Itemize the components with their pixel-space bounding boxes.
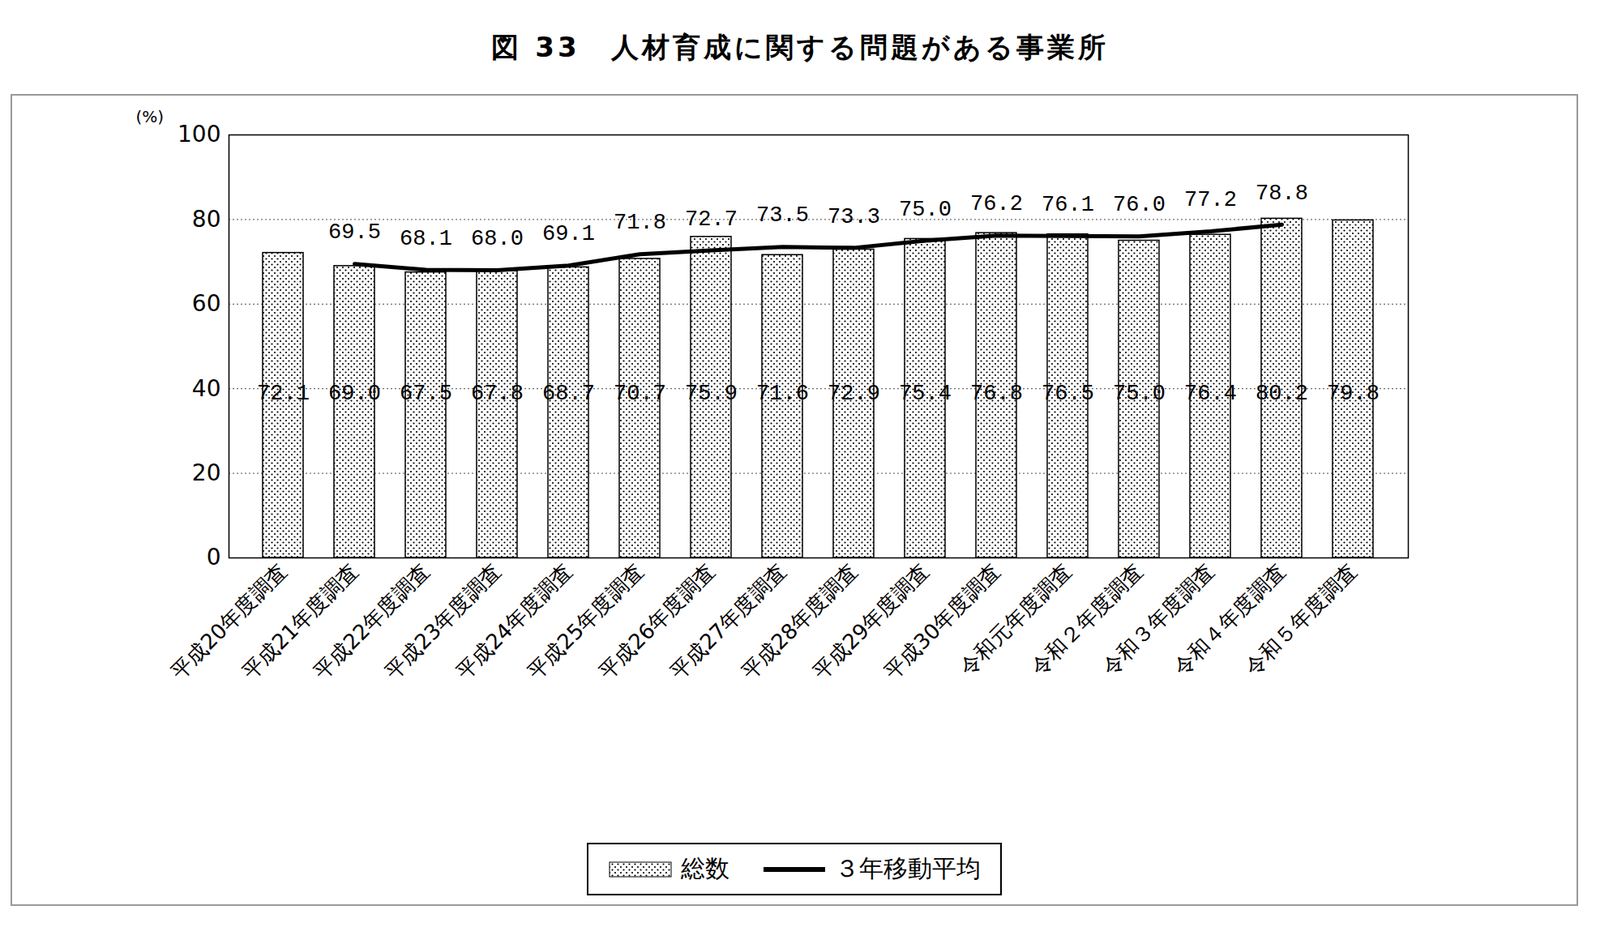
svg-text:68.0: 68.0 (470, 226, 524, 252)
svg-text:67.8: 67.8 (470, 381, 524, 407)
svg-text:平成27年度調査: 平成27年度調査 (665, 558, 791, 685)
svg-text:平成21年度調査: 平成21年度調査 (237, 558, 363, 685)
svg-text:73.3: 73.3 (827, 205, 881, 230)
svg-text:79.8: 79.8 (1326, 381, 1380, 407)
svg-text:76.2: 76.2 (970, 192, 1023, 217)
svg-text:68.1: 68.1 (399, 226, 453, 252)
svg-text:76.1: 76.1 (1041, 192, 1095, 218)
svg-text:75.0: 75.0 (898, 197, 952, 223)
svg-text:平成30年度調査: 平成30年度調査 (879, 558, 1005, 685)
svg-text:75.9: 75.9 (684, 381, 738, 407)
svg-text:68.7: 68.7 (542, 381, 595, 407)
svg-text:平成26年度調査: 平成26年度調査 (593, 558, 720, 685)
svg-text:76.0: 76.0 (1112, 192, 1166, 218)
svg-text:(%): (%) (136, 106, 165, 127)
svg-text:令和５年度調査: 令和５年度調査 (1240, 558, 1362, 681)
svg-text:77.2: 77.2 (1184, 188, 1237, 213)
svg-text:令和３年度調査: 令和３年度調査 (1097, 558, 1219, 681)
svg-text:71.8: 71.8 (613, 210, 667, 236)
svg-text:令和元年度調査: 令和元年度調査 (954, 558, 1077, 681)
svg-text:平成25年度調査: 平成25年度調査 (522, 558, 649, 685)
svg-text:69.1: 69.1 (542, 222, 595, 247)
svg-text:令和４年度調査: 令和４年度調査 (1168, 558, 1291, 681)
svg-text:72.7: 72.7 (684, 207, 738, 232)
svg-text:80: 80 (192, 205, 222, 233)
svg-text:70.7: 70.7 (613, 381, 667, 407)
svg-text:平成29年度調査: 平成29年度調査 (807, 558, 934, 685)
svg-text:80.2: 80.2 (1255, 381, 1309, 407)
svg-text:76.4: 76.4 (1184, 381, 1237, 407)
svg-text:75.4: 75.4 (898, 381, 952, 407)
svg-text:75.0: 75.0 (1112, 381, 1166, 407)
svg-text:67.5: 67.5 (399, 381, 453, 407)
svg-text:平成24年度調査: 平成24年度調査 (451, 558, 577, 685)
svg-text:72.1: 72.1 (256, 381, 310, 407)
svg-text:平成20年度調査: 平成20年度調査 (165, 558, 292, 685)
svg-text:100: 100 (177, 120, 221, 148)
svg-text:平成23年度調査: 平成23年度調査 (379, 558, 506, 685)
svg-text:69.5: 69.5 (328, 220, 381, 245)
svg-text:平成22年度調査: 平成22年度調査 (308, 558, 435, 685)
svg-text:78.8: 78.8 (1255, 181, 1309, 206)
svg-text:60: 60 (192, 290, 222, 317)
svg-text:76.8: 76.8 (970, 381, 1023, 407)
svg-text:69.0: 69.0 (328, 381, 381, 407)
svg-text:73.5: 73.5 (756, 203, 809, 228)
svg-text:40: 40 (192, 375, 222, 403)
svg-text:72.9: 72.9 (827, 381, 881, 407)
svg-text:0: 0 (206, 543, 222, 571)
html-text:図 33 人材育成に関する問題がある事業所: 図 33 人材育成に関する問題がある事業所 (491, 30, 1109, 64)
html-text:３年移動平均: ３年移動平均 (834, 854, 981, 883)
svg-text:平成28年度調査: 平成28年度調査 (736, 558, 863, 685)
svg-text:令和２年度調査: 令和２年度調査 (1025, 558, 1148, 681)
svg-text:71.6: 71.6 (756, 381, 809, 407)
html-text:総数: 総数 (680, 854, 730, 883)
svg-text:20: 20 (192, 459, 222, 487)
svg-text:76.5: 76.5 (1041, 381, 1095, 407)
